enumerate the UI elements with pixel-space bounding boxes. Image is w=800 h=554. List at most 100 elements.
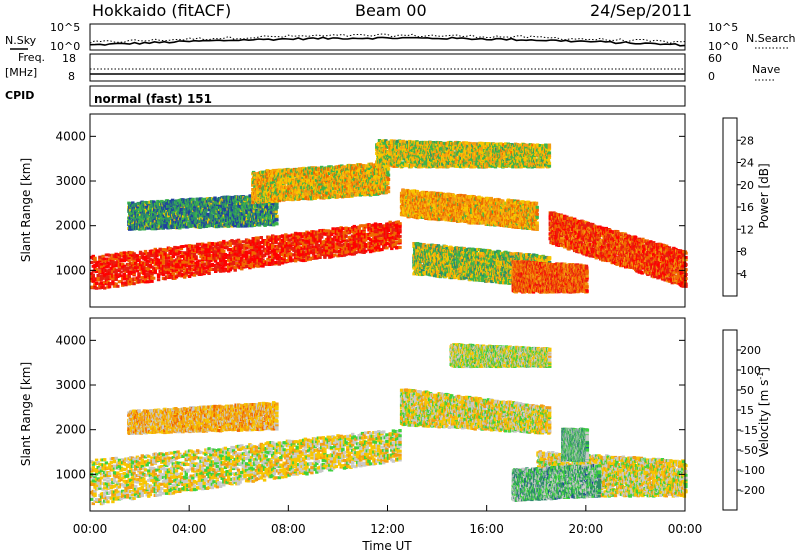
echo-cell: [291, 176, 294, 179]
echo-cell: [136, 269, 139, 272]
cpid-mode: normal (fast) 151: [94, 92, 212, 106]
echo-cell: [155, 267, 158, 270]
echo-cell: [229, 244, 232, 247]
cpid-label: CPID: [5, 89, 34, 102]
echo-cell: [181, 245, 184, 248]
echo-cell: [137, 272, 140, 275]
nave-label: Nave: [752, 63, 780, 76]
echo-cell: [115, 269, 118, 272]
echo-cell: [398, 246, 401, 249]
echo-cell: [331, 227, 334, 230]
echo-cell: [147, 255, 150, 258]
echo-cell: [211, 247, 214, 250]
echo-cell: [242, 240, 245, 243]
echo-cell: [119, 271, 122, 274]
echo-cell: [116, 285, 119, 288]
echo-cell: [287, 242, 290, 245]
echo-cell: [268, 256, 271, 259]
cpid-strip: CPID normal (fast) 151: [5, 86, 685, 106]
echo-cell: [271, 244, 274, 247]
echo-cell: [398, 222, 401, 225]
echo-cell: [333, 254, 336, 257]
echo-cell: [146, 259, 149, 262]
freq-tick-bottom: 8: [68, 70, 75, 83]
echo-cell: [331, 240, 334, 243]
echo-cell: [170, 261, 173, 264]
echo-cell: [398, 239, 401, 242]
echo-cell: [194, 255, 197, 258]
echo-cell: [222, 250, 225, 253]
echo-cell: [354, 251, 357, 254]
echo-cell: [222, 256, 225, 259]
echo-cell: [119, 274, 122, 277]
echo-cell: [398, 229, 401, 232]
echo-cell: [364, 239, 367, 242]
echo-cell: [336, 239, 339, 242]
echo-cell: [274, 261, 277, 264]
echo-cell: [256, 236, 259, 239]
echo-cell: [341, 227, 344, 230]
nsearch-tick-top: 10^5: [708, 21, 738, 34]
echo-cell: [323, 229, 326, 232]
echo-cell: [193, 253, 196, 256]
echo-cell: [379, 237, 382, 240]
nsky-trace: [90, 37, 685, 45]
echo-cell: [256, 239, 259, 242]
freq-label-2: [MHz]: [5, 66, 37, 79]
echo-cell: [224, 260, 227, 263]
echo-cell: [90, 261, 93, 264]
nsky-label: N.Sky: [5, 34, 37, 47]
date-title: 24/Sep/2011: [590, 1, 692, 20]
freq-tick-top: 18: [62, 52, 76, 65]
echo-cell: [165, 260, 168, 263]
echo-cell: [196, 243, 199, 246]
nave-tick-top: 60: [708, 52, 722, 65]
echo-cell: [238, 251, 241, 254]
nave-tick-bottom: 0: [708, 70, 715, 83]
echo-cell: [162, 256, 165, 259]
echo-cell: [168, 247, 171, 250]
echo-cell: [93, 257, 96, 260]
echo-cell: [108, 285, 111, 288]
echo-cell: [92, 274, 95, 277]
echo-cell: [149, 258, 152, 261]
echo-cell: [163, 226, 166, 229]
station-title: Hokkaido (fitACF): [92, 1, 231, 20]
power-echoes: [90, 139, 688, 294]
echo-cell: [128, 259, 131, 262]
echo-cell: [273, 248, 276, 251]
freq-label-1: Freq.: [18, 51, 45, 64]
beam-title: Beam 00: [355, 1, 427, 20]
nsky-tick-top: 10^5: [50, 21, 80, 34]
echo-cell: [108, 254, 111, 257]
echo-cell: [97, 274, 100, 277]
echo-cell: [297, 249, 300, 252]
echo-cell: [238, 240, 241, 243]
freq-strip: Freq. [MHz] 18 8 60 0 Nave: [5, 51, 780, 83]
echo-cell: [203, 266, 206, 269]
echo-cell: [361, 224, 364, 227]
echo-cell: [398, 235, 401, 238]
echo-cell: [95, 282, 98, 285]
echo-cell: [364, 243, 367, 246]
echo-cell: [150, 280, 153, 283]
echo-cell: [136, 254, 139, 257]
echo-cell: [255, 245, 258, 248]
echo-cell: [176, 246, 179, 249]
echo-cell: [193, 274, 196, 277]
echo-cell: [185, 245, 188, 248]
echo-cell: [275, 215, 278, 218]
echo-cell: [90, 286, 93, 289]
echo-cell: [157, 273, 160, 276]
echo-cell: [294, 259, 297, 262]
echo-cell: [157, 278, 160, 281]
echo-cell: [275, 205, 278, 208]
echo-cell: [103, 287, 106, 290]
echo-cell: [320, 236, 323, 239]
rti-figure: Hokkaido (fitACF) Beam 00 24/Sep/2011 N.…: [0, 0, 800, 554]
echo-cell: [139, 251, 142, 254]
nsearch-label: N.Search: [746, 32, 796, 45]
echo-cell: [175, 266, 178, 269]
echo-cell: [191, 198, 194, 201]
